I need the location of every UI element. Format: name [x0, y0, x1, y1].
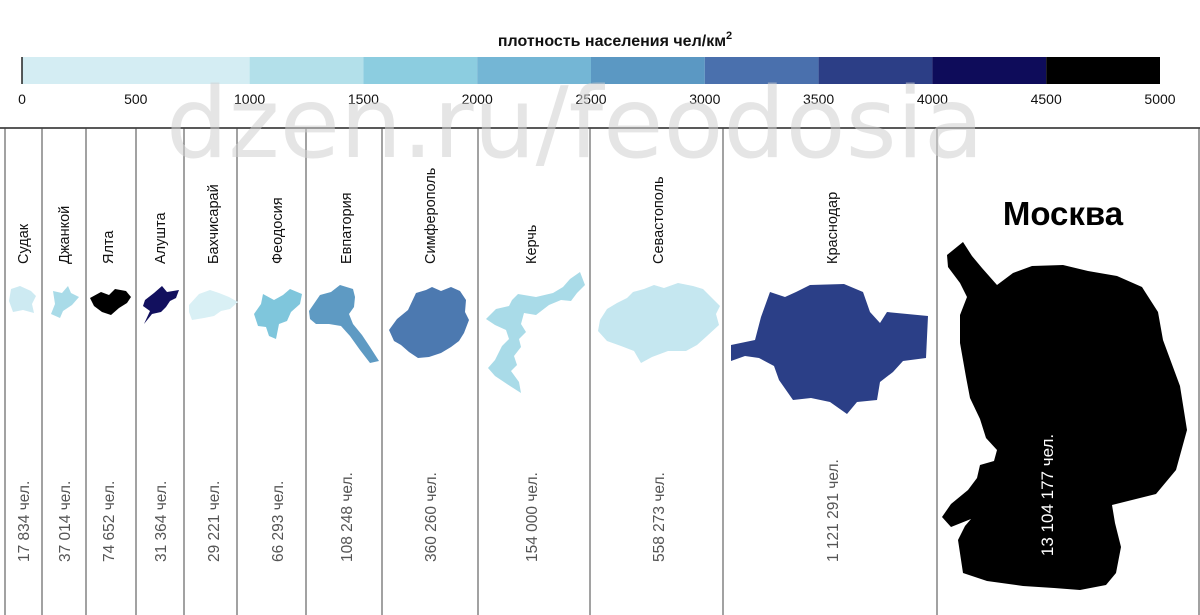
city-population-label: 558 273 чел. — [651, 472, 668, 562]
legend-tick-label: 4500 — [1031, 91, 1062, 107]
city-shape-10 — [731, 284, 928, 414]
city-shape-6 — [309, 285, 379, 363]
legend-bin-2 — [363, 57, 478, 84]
legend-bin-6 — [818, 57, 933, 84]
watermark: dzen.ru/feodosia — [166, 67, 984, 181]
legend-tick-label: 3500 — [803, 91, 834, 107]
city-shape-2 — [90, 289, 131, 315]
legend-bin-7 — [932, 57, 1047, 84]
city-shape-5 — [254, 289, 302, 339]
city-population-label: 108 248 чел. — [339, 472, 356, 562]
city-population-label: 360 260 чел. — [423, 472, 440, 562]
city-name-label: Джанкой — [57, 206, 73, 264]
city-labels: Судак 17 834 чел. Джанкой 37 014 чел. Ялта 74… — [16, 168, 1124, 562]
city-name-label: Бахчисарай — [206, 184, 222, 264]
legend-bin-3 — [477, 57, 591, 84]
legend-tick-label: 500 — [124, 91, 148, 107]
legend-tick-label: 5000 — [1144, 91, 1175, 107]
city-name-label: Судак — [16, 223, 32, 264]
city-population-label: 17 834 чел. — [16, 481, 33, 562]
city-shape-0 — [9, 286, 36, 313]
city-name-label: Ялта — [101, 230, 117, 264]
legend-tick-label: 3000 — [689, 91, 720, 107]
legend-title: плотность населения чел/км2 — [498, 30, 732, 50]
city-shape-4 — [189, 290, 238, 320]
city-shapes — [9, 242, 1187, 590]
city-shape-3 — [143, 286, 179, 324]
legend-tick-label: 1500 — [348, 91, 379, 107]
city-shape-1 — [51, 286, 79, 318]
city-columns — [0, 127, 1200, 615]
city-population-label: 13 104 177 чел. — [1038, 434, 1057, 556]
city-name-label: Краснодар — [825, 192, 841, 264]
city-name-label: Евпатория — [339, 192, 355, 264]
legend-tick-label: 2500 — [575, 91, 606, 107]
legend-bin-8 — [1046, 57, 1160, 84]
city-population-label: 37 014 чел. — [57, 481, 74, 562]
city-population-label: 31 364 чел. — [153, 481, 170, 562]
city-population-label: 154 000 чел. — [524, 472, 541, 562]
legend-bin-5 — [704, 57, 819, 84]
city-shape-7 — [389, 287, 469, 358]
legend-tick-label: 2000 — [462, 91, 493, 107]
city-name-label: Симферополь — [423, 168, 439, 264]
city-population-label: 1 121 291 чел. — [825, 459, 842, 562]
city-population-label: 74 652 чел. — [101, 481, 118, 562]
legend-title-superscript: 2 — [726, 30, 732, 42]
density-legend: плотность населения чел/км2 0 500 1000 1500 2… — [18, 30, 1176, 107]
legend-bin-0 — [22, 57, 250, 84]
legend-tick-label: 4000 — [917, 91, 948, 107]
legend-bin-4 — [591, 57, 705, 84]
city-name-label: Москва — [1003, 195, 1124, 232]
city-shape-9 — [598, 283, 720, 363]
legend-bin-1 — [249, 57, 364, 84]
city-name-label: Алушта — [153, 212, 169, 264]
city-name-label: Керчь — [524, 225, 540, 264]
city-shape-8 — [486, 272, 585, 393]
city-population-label: 29 221 чел. — [206, 481, 223, 562]
city-shape-11 — [942, 242, 1187, 590]
city-name-label: Севастополь — [651, 176, 667, 264]
city-population-label: 66 293 чел. — [270, 481, 287, 562]
city-name-label: Феодосия — [270, 197, 286, 264]
legend-tick-label: 1000 — [234, 91, 265, 107]
legend-tick-label: 0 — [18, 91, 26, 107]
